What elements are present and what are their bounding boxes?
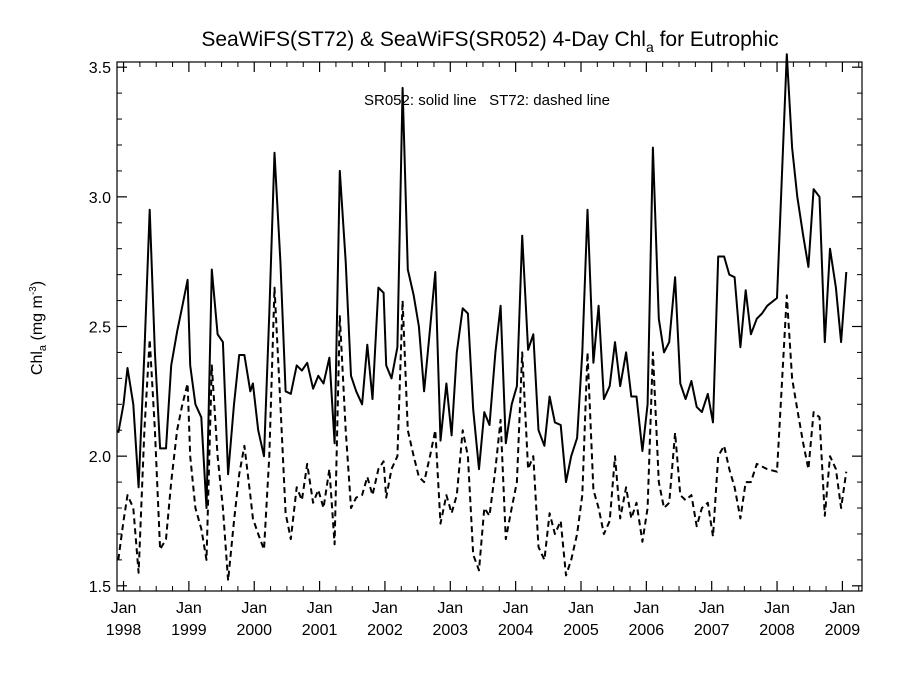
y-tick-label: 3.0: [89, 190, 111, 207]
y-axis-label-main: Chl: [29, 351, 46, 375]
x-tick-label-year: 2005: [563, 622, 599, 639]
x-tick-label-month: Jan: [437, 600, 463, 617]
x-tick-label-year: 2009: [825, 622, 861, 639]
x-tick-label-month: Jan: [699, 600, 725, 617]
x-tick-label-year: 2004: [498, 622, 534, 639]
chart-title-suffix: for Eutrophic: [654, 28, 779, 51]
x-tick-label-month: Jan: [503, 600, 529, 617]
x-tick-label-month: Jan: [372, 600, 398, 617]
x-tick-label-month: Jan: [764, 600, 790, 617]
x-tick-label-month: Jan: [176, 600, 202, 617]
x-tick-label-year: 2002: [367, 622, 403, 639]
y-axis-label-superscript: -3: [28, 286, 39, 295]
chart-title: SeaWiFS(ST72) & SeaWiFS(SR052) 4-Day Chl…: [201, 28, 778, 55]
series-line-sr052: [117, 53, 848, 509]
x-tick-label-year: 2008: [759, 622, 795, 639]
y-axis-label: Chla (mg m-3): [28, 281, 49, 375]
y-axis-label-unit: (mg m: [29, 295, 46, 345]
legend-annotation: SR052: solid line ST72: dashed line: [364, 92, 610, 109]
x-tick-label-year: 2007: [694, 622, 730, 639]
x-tick-label-month: Jan: [241, 600, 267, 617]
y-tick-label: 3.5: [89, 60, 111, 77]
y-tick-label: 2.0: [89, 449, 111, 466]
x-tick-label-year: 2003: [432, 622, 468, 639]
x-tick-label-month: Jan: [633, 600, 659, 617]
x-tick-label-year: 2000: [236, 622, 272, 639]
x-tick-label-month: Jan: [568, 600, 594, 617]
x-tick-label-month: Jan: [307, 600, 333, 617]
y-axis-label-subscript: a: [37, 344, 49, 351]
series-line-st72: [117, 286, 848, 582]
plot-frame: [116, 61, 863, 592]
ticks-layer: 1.5 2.0 2.5 3.0 3.5 Jan 1998 Jan 1999 Jan 2000 Jan 2…: [89, 60, 862, 639]
y-tick-label: 1.5: [89, 579, 111, 596]
chart-title-subscript: a: [646, 39, 654, 55]
series-layer: [117, 53, 848, 582]
x-tick-label-month: Jan: [111, 600, 137, 617]
x-tick-label-year: 1999: [171, 622, 207, 639]
x-tick-label-month: Jan: [829, 600, 855, 617]
x-tick-label-year: 1998: [106, 622, 142, 639]
y-axis-label-unit-close: ): [29, 281, 46, 286]
y-tick-label: 2.5: [89, 320, 111, 337]
x-tick-label-year: 2001: [302, 622, 338, 639]
chart-title-main: SeaWiFS(ST72) & SeaWiFS(SR052) 4-Day Chl: [201, 28, 646, 51]
x-tick-label-year: 2006: [629, 622, 665, 639]
